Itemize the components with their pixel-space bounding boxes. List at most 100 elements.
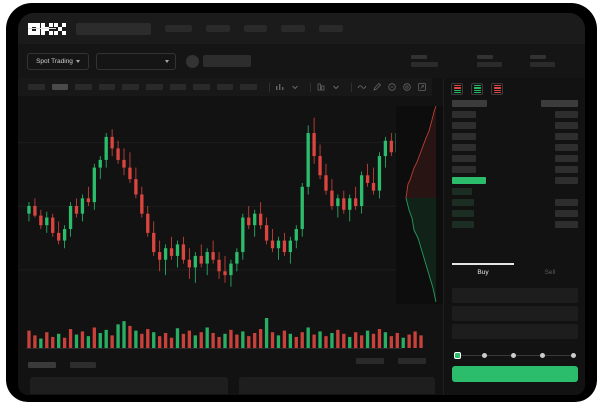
chevron-down-icon-pair	[165, 59, 169, 63]
orderbook-ask-size-3[interactable]	[555, 144, 578, 151]
ticker-stat-3-value	[530, 62, 555, 67]
timeframe-button-4[interactable]	[98, 84, 116, 90]
percent-slider[interactable]	[454, 351, 578, 359]
orderbook-asks-icon[interactable]	[491, 83, 503, 95]
nav-item-1[interactable]	[165, 25, 192, 32]
orderbook-bids-icon[interactable]	[471, 83, 483, 95]
indicator-icon[interactable]	[275, 82, 285, 92]
timeframe-button-9[interactable]	[216, 84, 234, 90]
orderbook-bid-price-3[interactable]	[452, 221, 474, 228]
bottom-tab-open-orders[interactable]	[28, 362, 56, 368]
orderbook-last-size[interactable]	[555, 177, 578, 184]
ticker-stat-2-label	[477, 55, 493, 59]
ticker-stat-3	[530, 55, 555, 67]
trade-tab-active-underline	[452, 263, 514, 265]
depth-chart-overlay	[396, 106, 443, 304]
orderbook-bid-price-1[interactable]	[452, 199, 474, 206]
slider-stop-25[interactable]	[482, 352, 487, 358]
chart-panel	[18, 78, 443, 355]
chevron-down-icon[interactable]	[290, 82, 300, 92]
fullscreen-icon[interactable]	[417, 82, 427, 92]
slider-handle[interactable]	[454, 351, 461, 359]
tab-sell[interactable]: Sell	[544, 269, 556, 276]
timeframe-button-10[interactable]	[240, 84, 258, 90]
trade-panel: Buy Sell	[443, 78, 585, 395]
slider-stop-50[interactable]	[511, 352, 516, 358]
timeframe-button-7[interactable]	[169, 84, 187, 90]
market-type-dropdown[interactable]: Spot Trading	[27, 52, 89, 70]
orderbook[interactable]	[444, 100, 585, 270]
orderbook-ask-price-4[interactable]	[452, 155, 476, 162]
order-history-panel[interactable]	[239, 377, 435, 394]
orderbook-bid-size-1[interactable]	[555, 199, 578, 206]
timeframe-button-1[interactable]	[28, 84, 45, 90]
bottom-action-2[interactable]	[398, 358, 426, 364]
orderbook-view-toggle	[451, 83, 503, 95]
slider-stop-75[interactable]	[540, 352, 545, 358]
total-field[interactable]	[452, 324, 578, 339]
orderbook-ask-size-4[interactable]	[555, 155, 578, 162]
orderbook-bid-price-0[interactable]	[452, 188, 472, 195]
amount-field[interactable]	[452, 306, 578, 321]
orderbook-ask-price-0[interactable]	[452, 111, 476, 118]
trade-tabs: Buy Sell	[444, 263, 585, 283]
pencil-icon[interactable]	[372, 82, 382, 92]
ticker-bar: Spot Trading	[18, 44, 585, 78]
timeframe-button-2[interactable]	[51, 84, 69, 90]
tab-buy[interactable]: Buy	[477, 269, 489, 276]
timeframe-button-5[interactable]	[122, 84, 140, 90]
timeframe-button-6[interactable]	[146, 84, 163, 90]
bottom-panels	[18, 375, 443, 395]
nav-item-3[interactable]	[244, 25, 267, 32]
settings-icon[interactable]	[402, 82, 412, 92]
orderbook-ask-size-5[interactable]	[555, 166, 578, 173]
alert-icon[interactable]	[387, 82, 397, 92]
price-field[interactable]	[452, 288, 578, 303]
last-price-display	[203, 55, 251, 67]
orderbook-header-right[interactable]	[541, 100, 578, 107]
orderbook-last-price[interactable]	[452, 177, 486, 184]
toolbar-divider-2	[310, 82, 312, 92]
market-type-label: Spot Trading	[36, 57, 73, 65]
line-style-icon[interactable]	[357, 82, 367, 92]
toolbar-divider-1	[269, 82, 271, 92]
ticker-stat-2	[477, 55, 502, 67]
orderbook-header-left[interactable]	[452, 100, 487, 107]
orderbook-ask-price-2[interactable]	[452, 133, 476, 140]
orderbook-bid-size-2[interactable]	[555, 210, 578, 217]
chevron-down-icon-2[interactable]	[331, 82, 341, 92]
ticker-stat-2-value	[477, 62, 502, 67]
bottom-action-1[interactable]	[356, 358, 384, 364]
ticker-stat-3-label	[530, 55, 546, 59]
orderbook-both-icon[interactable]	[451, 83, 463, 95]
orderbook-ask-size-2[interactable]	[555, 133, 578, 140]
submit-buy-button[interactable]	[452, 366, 578, 382]
orderbook-ask-size-1[interactable]	[555, 122, 578, 129]
chevron-down-icon	[75, 59, 80, 63]
trading-pair-dropdown[interactable]	[96, 52, 176, 70]
pair-avatar	[186, 54, 199, 68]
timeframe-button-3[interactable]	[75, 84, 92, 90]
orderbook-bid-size-3[interactable]	[555, 221, 578, 228]
nav-item-5[interactable]	[319, 25, 343, 32]
compare-icon[interactable]	[316, 82, 326, 92]
search-input[interactable]	[76, 22, 151, 35]
orderbook-bid-price-2[interactable]	[452, 210, 474, 217]
slider-track	[457, 354, 575, 356]
volume-chart	[26, 318, 423, 349]
bottom-tab-bar	[18, 355, 443, 373]
toolbar-divider-3	[351, 82, 353, 92]
slider-stop-100[interactable]	[571, 352, 576, 358]
candlestick-chart[interactable]	[18, 96, 432, 308]
orderbook-ask-price-5[interactable]	[452, 166, 476, 173]
orderbook-ask-size-0[interactable]	[555, 111, 578, 118]
orderbook-ask-price-1[interactable]	[452, 122, 476, 129]
nav-item-4[interactable]	[281, 25, 305, 32]
bottom-tab-order-history[interactable]	[70, 362, 97, 368]
open-orders-panel[interactable]	[30, 377, 228, 394]
nav-item-2[interactable]	[206, 25, 230, 32]
timeframe-button-8[interactable]	[193, 84, 210, 90]
orderbook-ask-price-3[interactable]	[452, 144, 476, 151]
ticker-stat-1	[411, 55, 438, 67]
device-screen: Spot Trading	[18, 13, 585, 395]
